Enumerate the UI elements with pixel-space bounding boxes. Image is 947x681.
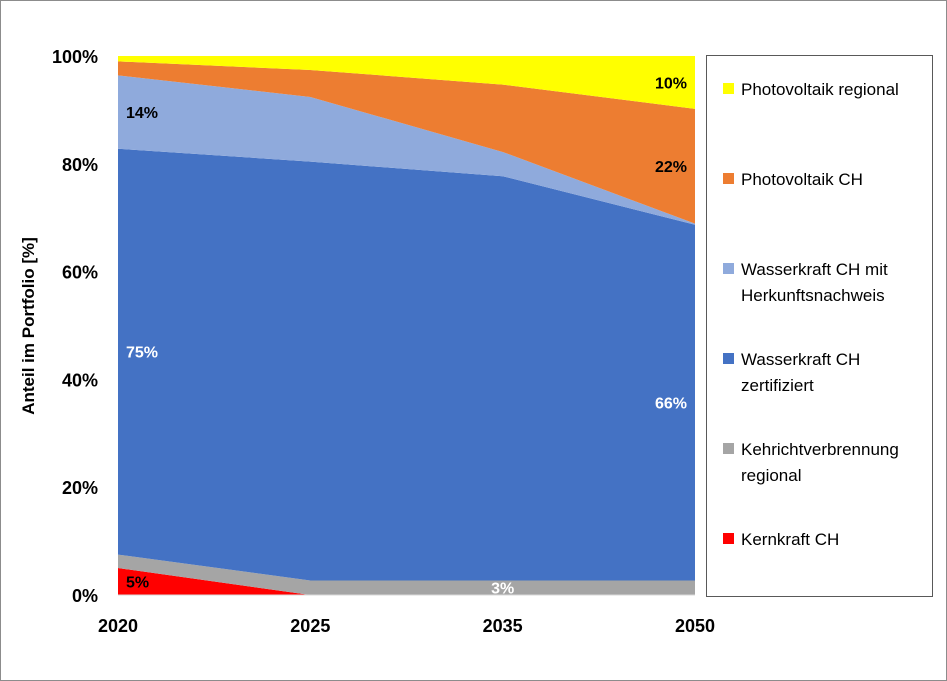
legend-item: Kernkraft CH — [723, 528, 933, 553]
legend-item: Kehrichtverbrennung regional — [723, 438, 933, 489]
area-series-2 — [118, 148, 695, 581]
legend: Photovoltaik regional Photovoltaik CH Wass… — [706, 55, 933, 597]
y-tick-label: 20% — [62, 478, 98, 498]
legend-label: Photovoltaik regional — [741, 80, 899, 99]
series-areas — [118, 56, 695, 595]
y-tick-label: 40% — [62, 370, 98, 390]
data-label: 66% — [655, 396, 687, 413]
legend-item: Photovoltaik regional — [723, 78, 933, 103]
legend-item: Wasserkraft CH mit Herkunftsnachweis — [723, 258, 933, 309]
data-label: 5% — [126, 575, 149, 592]
area-series-4 — [118, 61, 695, 224]
legend-swatch — [723, 353, 734, 364]
legend-swatch — [723, 533, 734, 544]
area-series-3 — [118, 75, 695, 225]
legend-swatch — [723, 263, 734, 274]
data-label: 10% — [655, 75, 687, 92]
legend-label: Kernkraft CH — [741, 530, 840, 549]
legend-label: Wasserkraft CH zertifiziert — [741, 350, 861, 395]
data-label: 75% — [126, 345, 158, 362]
area-series-0 — [118, 568, 695, 595]
legend-swatch — [723, 443, 734, 454]
legend-label: Wasserkraft CH mit Herkunftsnachweis — [741, 260, 888, 305]
x-tick-label: 2020 — [98, 616, 138, 636]
data-label: 22% — [655, 159, 687, 176]
area-series-5 — [118, 56, 695, 109]
legend-item: Wasserkraft CH zertifiziert — [723, 348, 933, 399]
legend-item: Photovoltaik CH — [723, 168, 933, 193]
legend-label: Kehrichtverbrennung regional — [741, 440, 899, 485]
y-tick-label: 60% — [62, 263, 98, 283]
tick-labels: 0% 20% 40% 60% 80% 100% 2020 2025 2035 2050 — [52, 47, 715, 636]
data-labels: 5% 3% 75% 66% 14% 22% 10% — [126, 75, 687, 597]
x-tick-label: 2050 — [675, 616, 715, 636]
y-tick-label: 100% — [52, 47, 98, 67]
area-series-1 — [118, 554, 695, 595]
y-tick-label: 80% — [62, 155, 98, 175]
x-tick-label: 2035 — [483, 616, 523, 636]
legend-label: Photovoltaik CH — [741, 170, 863, 189]
y-tick-label: 0% — [72, 586, 98, 606]
data-label: 3% — [491, 581, 514, 598]
y-axis-label: Anteil im Portfolio [%] — [19, 237, 38, 415]
data-label: 14% — [126, 105, 158, 122]
x-tick-label: 2025 — [290, 616, 330, 636]
legend-swatch — [723, 83, 734, 94]
legend-swatch — [723, 173, 734, 184]
